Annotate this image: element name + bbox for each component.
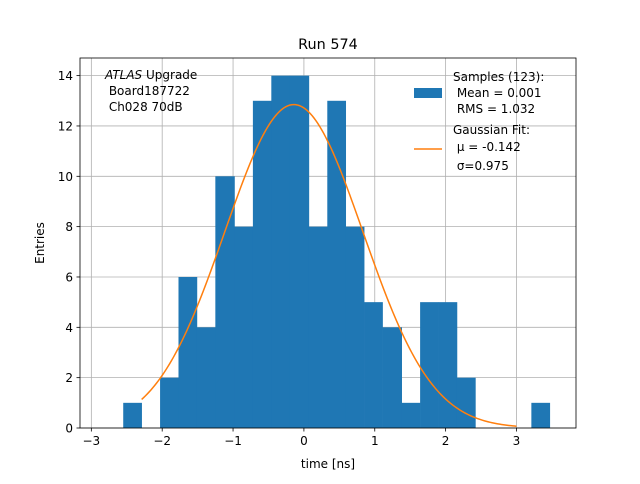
legend-fit-mu: μ = -0.142 <box>453 140 521 154</box>
histogram-bar <box>401 402 421 428</box>
y-tick-label: 8 <box>65 220 73 234</box>
legend-samples-mean: Mean = 0.001 <box>453 86 542 100</box>
x-tick-label: −2 <box>153 434 171 448</box>
histogram-bar <box>271 75 291 428</box>
x-tick-label: 2 <box>442 434 450 448</box>
histogram-bar <box>308 226 328 428</box>
annotation-line-2: Board187722 <box>105 84 190 98</box>
y-tick-label: 4 <box>65 321 73 335</box>
gaussian-fit-curve <box>141 103 517 427</box>
legend-fit-label: Gaussian Fit: <box>453 123 530 137</box>
x-tick-label: −3 <box>82 434 100 448</box>
y-tick-label: 6 <box>65 270 73 284</box>
x-tick-label: 3 <box>513 434 521 448</box>
legend: Samples (123): Mean = 0.001 RMS = 1.032 … <box>414 70 544 173</box>
atlas-annotation: ATLAS Upgrade Board187722 Ch028 70dB <box>104 68 197 114</box>
y-axis-label: Entries <box>33 222 47 264</box>
histogram-bar <box>178 276 198 428</box>
chart-title: Run 574 <box>298 37 358 53</box>
legend-samples-rms: RMS = 1.032 <box>453 102 535 116</box>
y-tick-label: 0 <box>65 422 73 436</box>
annotation-line-1: ATLAS Upgrade <box>104 68 197 82</box>
x-tick-label: 1 <box>371 434 379 448</box>
histogram-bar <box>196 327 216 428</box>
annotation-atlas-italic: ATLAS <box>104 68 143 82</box>
histogram-bar <box>234 226 254 428</box>
fit-layer <box>141 103 517 427</box>
x-axis-ticks: −3 −2 −1 0 1 2 3 <box>82 428 520 448</box>
y-tick-label: 14 <box>58 69 73 83</box>
y-tick-label: 10 <box>58 170 73 184</box>
histogram-bar <box>123 402 142 428</box>
x-axis-label: time [ns] <box>301 457 355 471</box>
histogram-bar <box>420 302 439 428</box>
histogram-bar <box>364 302 383 428</box>
legend-samples-label: Samples (123): <box>453 70 544 84</box>
plot-frame <box>79 57 577 429</box>
histogram-bar <box>215 176 235 428</box>
histogram-bar <box>345 226 365 428</box>
histogram-bar <box>531 402 551 428</box>
legend-samples-swatch <box>414 88 442 98</box>
y-axis-ticks: 0 2 4 6 8 10 12 14 <box>58 69 80 436</box>
x-tick-label: −1 <box>224 434 242 448</box>
x-tick-label: 0 <box>300 434 308 448</box>
histogram-bar <box>438 302 458 428</box>
histogram-bars <box>123 75 551 428</box>
histogram-bar <box>252 100 272 428</box>
histogram-bar <box>327 100 347 428</box>
annotation-line-3: Ch028 70dB <box>105 100 183 114</box>
histogram-bar <box>289 75 310 428</box>
annotation-upgrade: Upgrade <box>142 68 197 82</box>
histogram-bar <box>456 377 476 428</box>
histogram-bar <box>382 327 402 428</box>
y-tick-label: 2 <box>65 371 73 385</box>
y-tick-label: 12 <box>58 119 73 133</box>
legend-fit-sigma: σ=0.975 <box>453 159 509 173</box>
histogram-bar <box>160 377 179 428</box>
